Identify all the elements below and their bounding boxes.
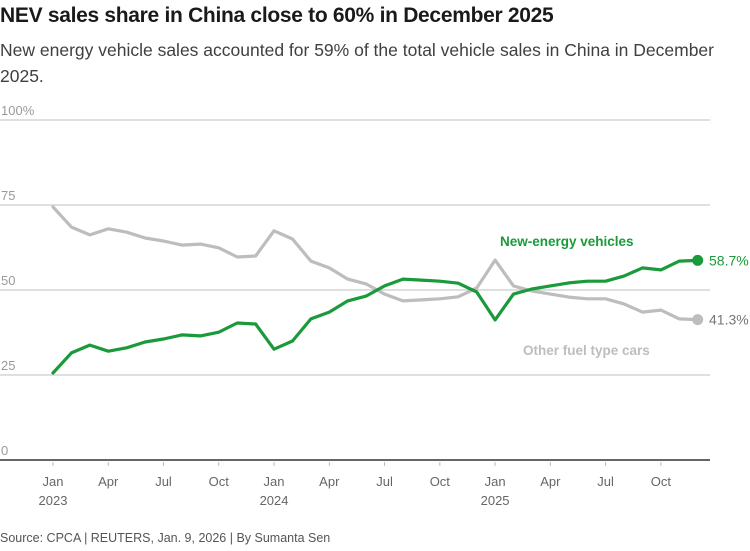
chart-subtitle: New energy vehicle sales accounted for 5… bbox=[0, 40, 714, 86]
y-tick-label-0: 0 bbox=[1, 443, 8, 458]
series-lines bbox=[51, 205, 704, 375]
chart-title: NEV sales share in China close to 60% in… bbox=[0, 4, 554, 27]
end-value-label-other: 41.3% bbox=[709, 312, 749, 328]
x-tick-label: Jan bbox=[43, 474, 64, 489]
x-tick-label: Apr bbox=[319, 474, 340, 489]
series-line-new-energy-vehicles bbox=[51, 258, 700, 375]
x-axis: Jan 2023 Apr Jul Oct Jan 2024 Apr Jul Oct Jan 2025 A… bbox=[0, 459, 710, 508]
x-tick-label: Oct bbox=[209, 474, 230, 489]
series-label-other-fuel-type-cars: Other fuel type cars bbox=[523, 343, 650, 358]
x-tick-label: Jul bbox=[376, 474, 393, 489]
x-tick-label: Jul bbox=[155, 474, 172, 489]
x-tick-label: Oct bbox=[651, 474, 672, 489]
x-tick-label: Oct bbox=[430, 474, 451, 489]
y-tick-label-100: 100% bbox=[1, 103, 35, 118]
x-tick-label: Jan bbox=[264, 474, 285, 489]
y-tick-label-25: 25 bbox=[1, 358, 15, 373]
x-tick-label: Jul bbox=[597, 474, 614, 489]
series-label-new-energy-vehicles: New-energy vehicles bbox=[500, 234, 634, 249]
series-labels: New-energy vehicles Other fuel type cars… bbox=[500, 234, 749, 358]
source-note: Source: CPCA | REUTERS, Jan. 9, 2026 | B… bbox=[0, 531, 331, 545]
y-tick-label-75: 75 bbox=[1, 188, 15, 203]
end-point-new-energy-vehicles bbox=[692, 254, 704, 266]
x-tick-label: Apr bbox=[540, 474, 561, 489]
end-value-label-nev: 58.7% bbox=[709, 252, 749, 268]
series-line-other-fuel-type-cars bbox=[51, 205, 700, 322]
x-tick-year-label: 2024 bbox=[260, 493, 289, 508]
x-tick-year-label: 2025 bbox=[481, 493, 510, 508]
gridlines: 0 25 50 75 100% bbox=[0, 103, 710, 458]
x-tick-year-label: 2023 bbox=[39, 493, 68, 508]
end-point-other-fuel-type-cars bbox=[692, 314, 704, 326]
x-tick-label: Apr bbox=[98, 474, 119, 489]
y-tick-label-50: 50 bbox=[1, 273, 15, 288]
x-tick-label: Jan bbox=[485, 474, 506, 489]
